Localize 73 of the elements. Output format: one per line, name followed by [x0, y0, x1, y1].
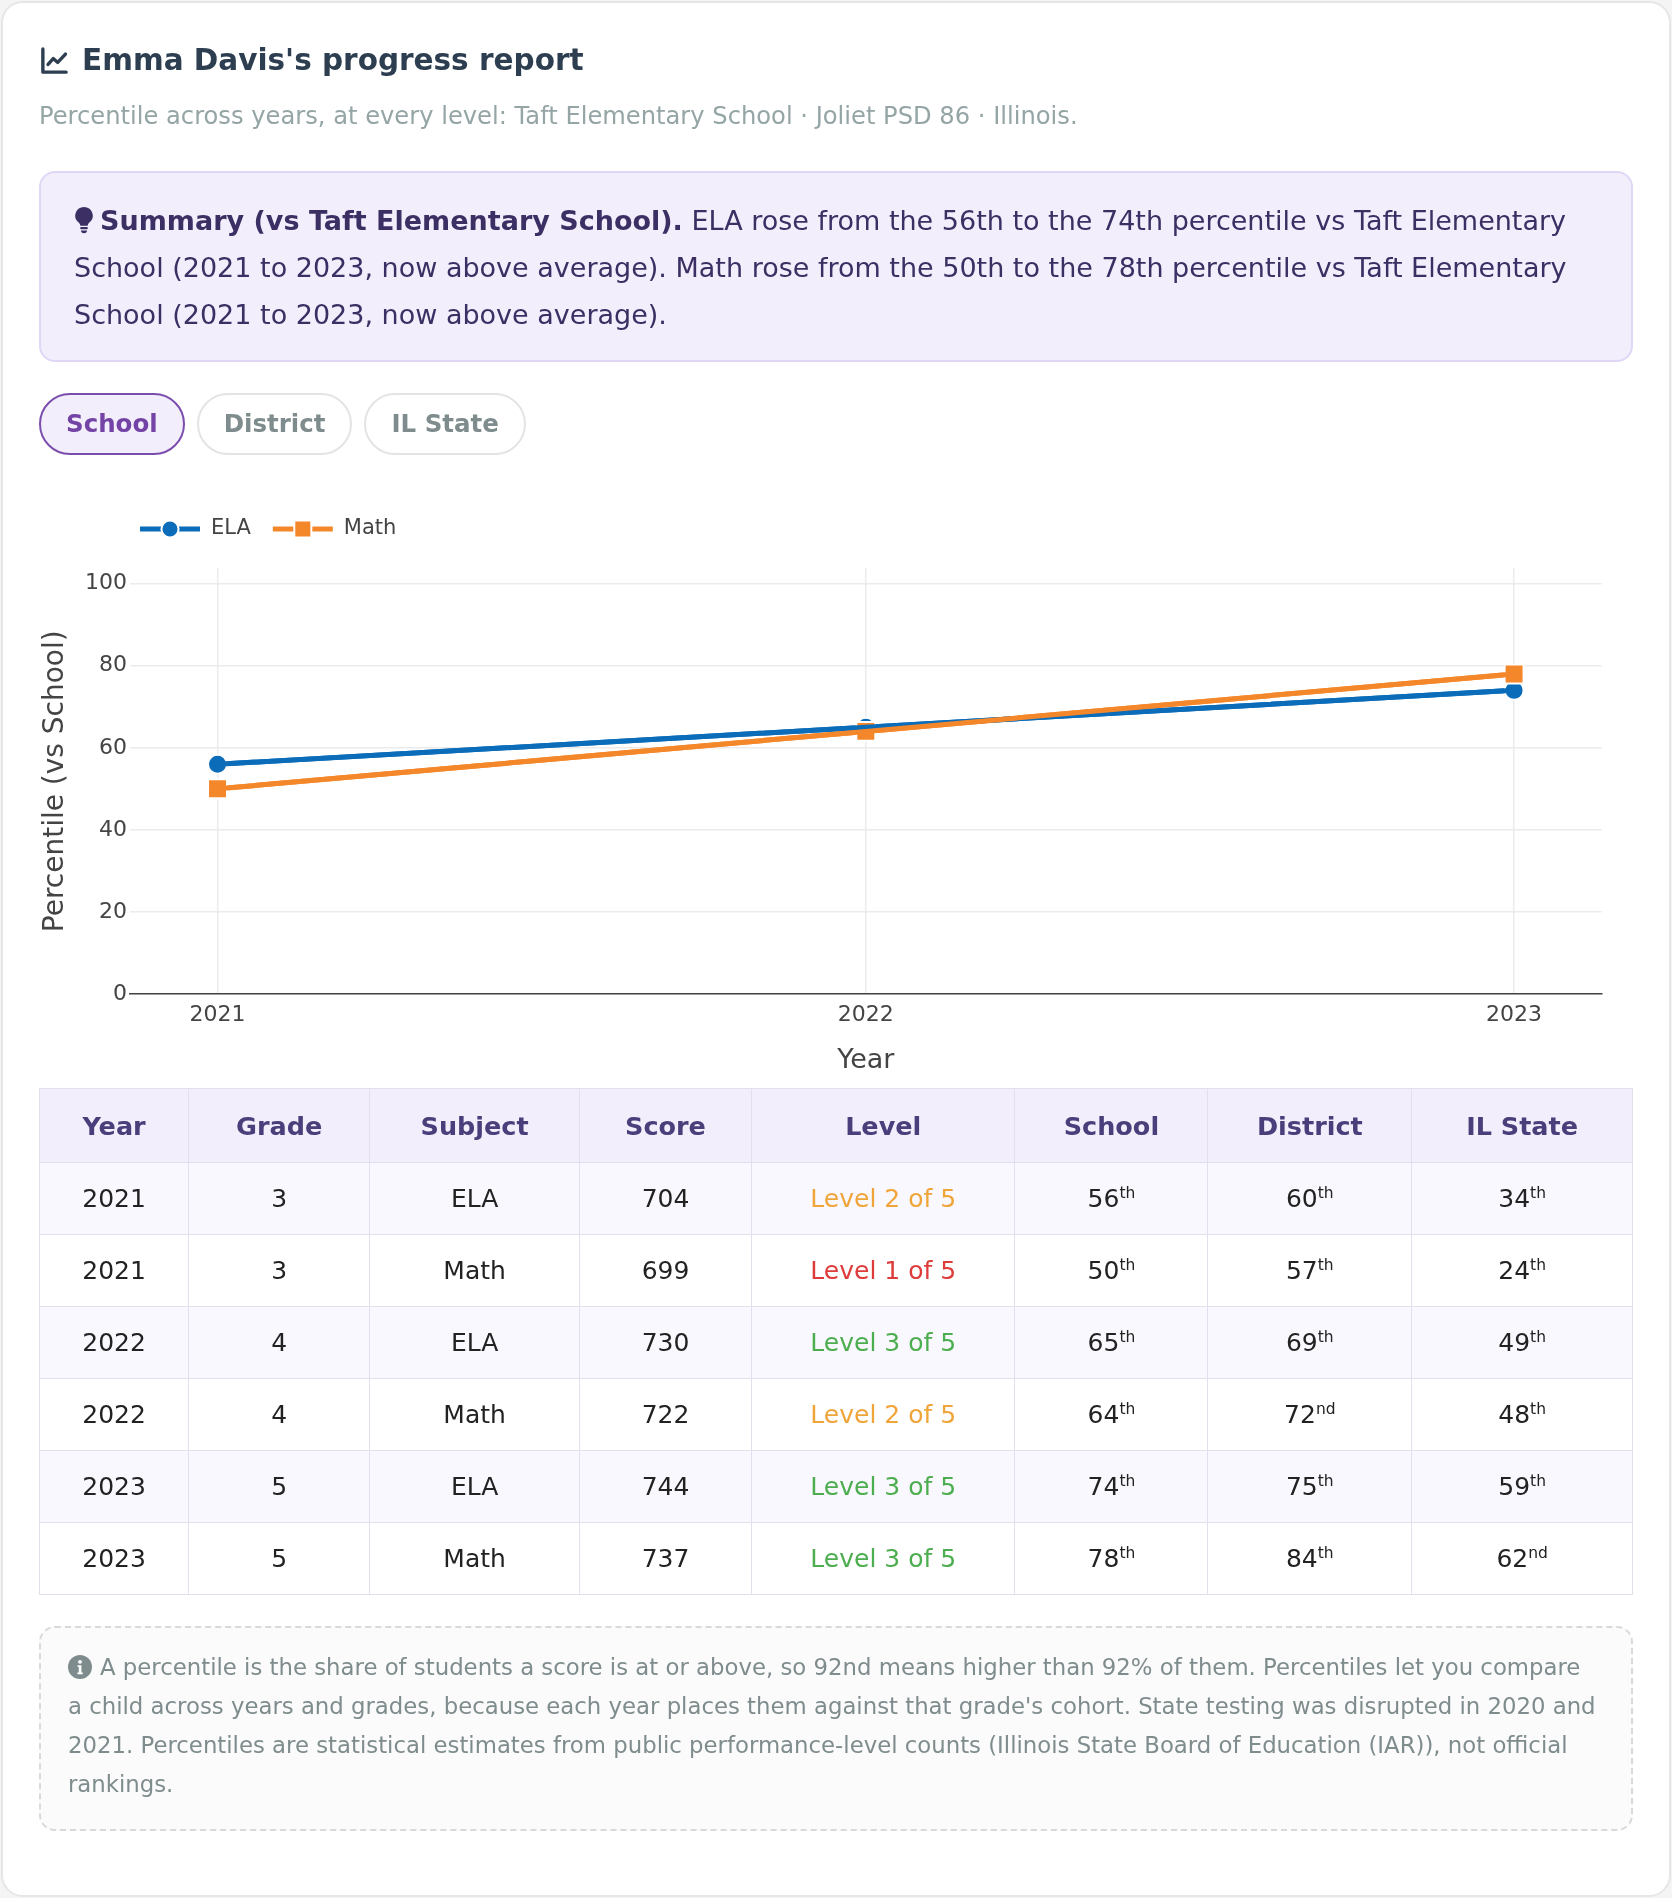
text: 34$^{th}$ [1498, 1184, 1546, 1213]
text: 64$^{th}$ [1087, 1400, 1136, 1429]
text: 699 [641, 1256, 690, 1285]
text: 4 [271, 1328, 288, 1357]
chart-title: Emma Davis's progress report [82, 43, 584, 77]
text: 24$^{th}$ [1498, 1256, 1546, 1285]
text: ELA [450, 1184, 499, 1213]
category-label: IL State [1411, 1088, 1633, 1163]
y-tick-label: 80 [99, 651, 127, 677]
category-label: School [1014, 1088, 1208, 1163]
text: 5 [271, 1544, 288, 1573]
text: 722 [641, 1400, 690, 1429]
text: Math [443, 1544, 506, 1573]
category-label: Level [751, 1088, 1015, 1163]
x-tick-label: 2021 [189, 1000, 246, 1026]
text: 65$^{th}$ [1087, 1328, 1136, 1357]
text: Level 3 of 5 [810, 1328, 957, 1357]
legend-label: Math [343, 515, 397, 540]
category-label: District [1207, 1088, 1412, 1163]
text: 2023 [82, 1544, 146, 1573]
text: 3 [271, 1184, 288, 1213]
text: Level 3 of 5 [810, 1544, 957, 1573]
x-tick-label: 2023 [1486, 1000, 1543, 1026]
category-label: Score [579, 1088, 752, 1163]
x-tick-label: 2022 [837, 1000, 894, 1026]
text: 744 [641, 1472, 690, 1501]
legend-label: ELA [211, 515, 252, 540]
text: Summary (vs Taft Elementary School). ELA rose from the 56th to the 74th percentile vs Taft Elementary School (2021 to 2023, now above average). Math rose from the 50th to the 78th percentile vs Taft Elementary School (2021 to 2023, now above average). [74, 205, 1567, 330]
text: 2022 [82, 1400, 146, 1429]
text: 62$^{nd}$ [1496, 1544, 1548, 1573]
category-label: Subject [369, 1088, 580, 1163]
text: ELA [450, 1328, 499, 1357]
y-tick-label: 0 [113, 979, 127, 1005]
text: 4 [271, 1400, 288, 1429]
text: 59$^{th}$ [1498, 1472, 1546, 1501]
text: 5 [271, 1472, 288, 1501]
text: 56$^{th}$ [1087, 1184, 1136, 1213]
y-tick-label: 40 [99, 815, 127, 841]
text: 2023 [82, 1472, 146, 1501]
text: Level 1 of 5 [810, 1256, 957, 1285]
y-tick-label: 20 [99, 897, 127, 923]
text: 2021 [82, 1184, 146, 1213]
text: 2022 [82, 1328, 146, 1357]
text: 48$^{th}$ [1498, 1400, 1546, 1429]
text: 57$^{th}$ [1285, 1256, 1334, 1285]
text: 74$^{th}$ [1087, 1472, 1136, 1501]
text: 704 [641, 1184, 690, 1213]
text: 737 [641, 1544, 690, 1573]
text: 50$^{th}$ [1087, 1256, 1136, 1285]
text: Level 2 of 5 [810, 1184, 957, 1213]
x-axis-title: Year [836, 1042, 896, 1074]
text: 49$^{th}$ [1498, 1328, 1546, 1357]
category-label: Grade [188, 1088, 370, 1163]
y-axis-title: Percentile (vs School) [37, 630, 71, 933]
text: 60$^{th}$ [1285, 1184, 1334, 1213]
text: 3 [271, 1256, 288, 1285]
text: Level 3 of 5 [810, 1472, 957, 1501]
text: 75$^{th}$ [1285, 1472, 1334, 1501]
y-tick-label: 100 [85, 569, 127, 595]
y-tick-label: 60 [99, 733, 127, 759]
text: ELA [450, 1472, 499, 1501]
text: A percentile is the share of students a score is at or above, so 92nd means higher than 92% of them. Percentiles let you compare a child across years and grades, because each year places them against that grade's cohort. State testing was disrupted in 2020 and 2021. Percentiles are statistical estimates from public performance-level counts (Illinois State Board of Education (IAR)), not official rankings. [68, 1654, 1596, 1797]
text: 78$^{th}$ [1087, 1544, 1136, 1573]
text: Math [443, 1400, 506, 1429]
text: 69$^{th}$ [1285, 1328, 1334, 1357]
category-label: Year [39, 1088, 189, 1163]
text: 730 [641, 1328, 690, 1357]
text: 72$^{nd}$ [1284, 1400, 1336, 1429]
text: Math [443, 1256, 506, 1285]
chart-subtitle: Percentile across years, at every level: Taft Elementary School · Joliet PSD 86 · Illinois. [39, 101, 1078, 131]
text: Level 2 of 5 [810, 1400, 957, 1429]
text: 84$^{th}$ [1285, 1544, 1334, 1573]
text: 2021 [82, 1256, 146, 1285]
